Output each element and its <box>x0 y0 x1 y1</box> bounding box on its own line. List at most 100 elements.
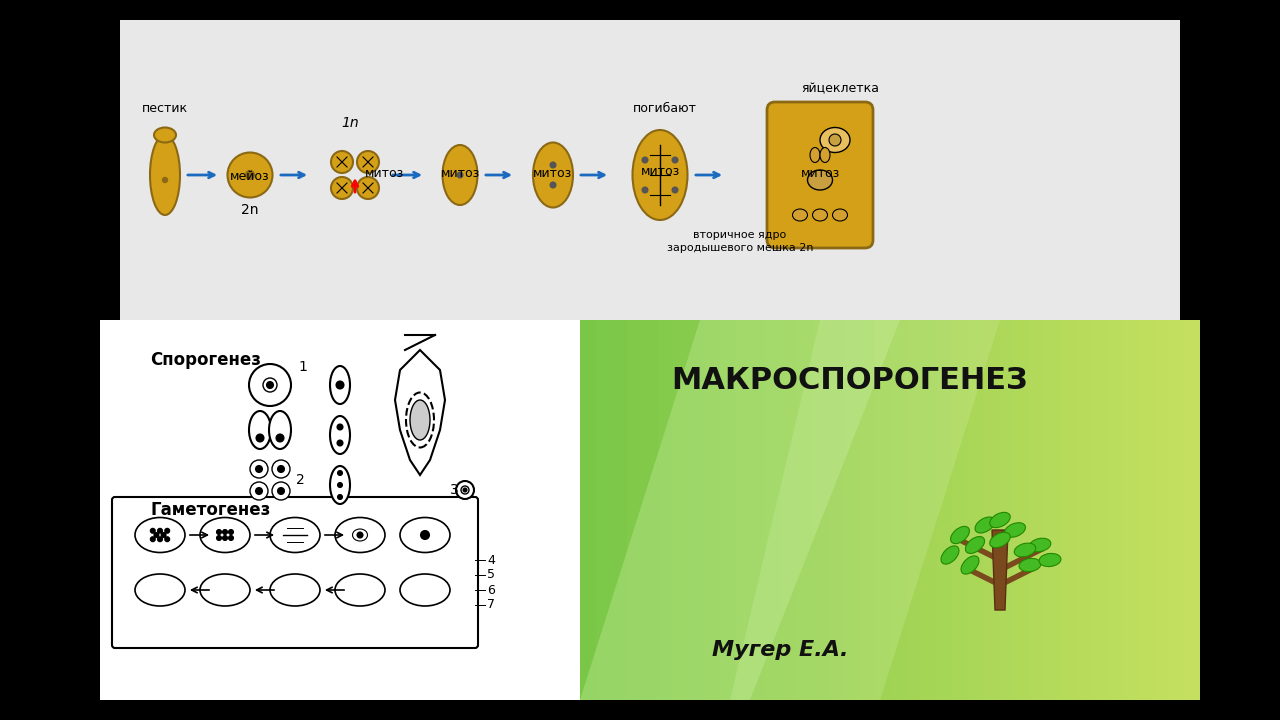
Ellipse shape <box>330 366 349 404</box>
Text: Спорогенез: Спорогенез <box>150 351 261 369</box>
Ellipse shape <box>550 163 556 168</box>
Text: 5: 5 <box>486 569 495 582</box>
Ellipse shape <box>330 466 349 504</box>
Text: 4: 4 <box>486 554 495 567</box>
FancyBboxPatch shape <box>1092 320 1107 700</box>
Ellipse shape <box>229 536 233 540</box>
Ellipse shape <box>643 158 648 163</box>
Text: вторичное ядро: вторичное ядро <box>694 230 787 240</box>
Ellipse shape <box>218 530 221 534</box>
FancyBboxPatch shape <box>595 320 611 700</box>
Ellipse shape <box>155 533 159 537</box>
Ellipse shape <box>357 177 379 199</box>
FancyBboxPatch shape <box>120 20 1180 360</box>
Ellipse shape <box>1039 554 1061 567</box>
Ellipse shape <box>808 170 832 190</box>
Ellipse shape <box>550 182 556 187</box>
Text: митоз: митоз <box>800 167 840 180</box>
FancyBboxPatch shape <box>1184 320 1201 700</box>
Ellipse shape <box>246 171 253 179</box>
Ellipse shape <box>250 411 271 449</box>
FancyBboxPatch shape <box>626 320 643 700</box>
FancyBboxPatch shape <box>905 320 922 700</box>
Ellipse shape <box>820 148 829 163</box>
FancyBboxPatch shape <box>890 320 905 700</box>
FancyBboxPatch shape <box>750 320 765 700</box>
Ellipse shape <box>532 143 573 207</box>
Ellipse shape <box>228 153 273 197</box>
FancyBboxPatch shape <box>719 320 735 700</box>
Ellipse shape <box>335 574 385 606</box>
Ellipse shape <box>270 574 320 606</box>
Ellipse shape <box>632 130 687 220</box>
FancyBboxPatch shape <box>1076 320 1092 700</box>
Ellipse shape <box>1005 523 1025 537</box>
Ellipse shape <box>965 536 984 554</box>
Polygon shape <box>396 350 445 475</box>
Text: митоз: митоз <box>534 167 572 180</box>
Ellipse shape <box>1019 559 1041 572</box>
FancyBboxPatch shape <box>1138 320 1153 700</box>
Ellipse shape <box>157 528 163 533</box>
Text: мейоз: мейоз <box>230 170 270 183</box>
Ellipse shape <box>421 531 429 539</box>
Ellipse shape <box>161 533 165 537</box>
FancyBboxPatch shape <box>580 320 1201 700</box>
Text: митоз: митоз <box>365 166 404 179</box>
Ellipse shape <box>672 187 677 192</box>
FancyBboxPatch shape <box>1014 320 1029 700</box>
FancyBboxPatch shape <box>952 320 968 700</box>
Ellipse shape <box>832 209 847 221</box>
Ellipse shape <box>975 517 995 533</box>
Ellipse shape <box>410 400 430 440</box>
Polygon shape <box>580 320 900 700</box>
FancyBboxPatch shape <box>735 320 750 700</box>
FancyBboxPatch shape <box>689 320 704 700</box>
Ellipse shape <box>269 411 291 449</box>
FancyBboxPatch shape <box>782 320 797 700</box>
Text: 7: 7 <box>486 598 495 611</box>
Text: погибают: погибают <box>634 102 698 115</box>
FancyBboxPatch shape <box>1061 320 1076 700</box>
Ellipse shape <box>250 482 268 500</box>
FancyBboxPatch shape <box>1044 320 1061 700</box>
Ellipse shape <box>151 537 155 541</box>
Ellipse shape <box>229 530 233 534</box>
Polygon shape <box>730 320 1000 700</box>
Ellipse shape <box>151 528 155 533</box>
Ellipse shape <box>961 556 979 574</box>
Ellipse shape <box>276 434 283 441</box>
Ellipse shape <box>250 460 268 478</box>
Ellipse shape <box>810 148 820 163</box>
FancyBboxPatch shape <box>1169 320 1184 700</box>
Ellipse shape <box>332 151 353 173</box>
Text: 6: 6 <box>486 583 495 596</box>
Ellipse shape <box>672 158 677 163</box>
FancyBboxPatch shape <box>859 320 874 700</box>
Ellipse shape <box>829 134 841 146</box>
FancyBboxPatch shape <box>580 320 595 700</box>
Ellipse shape <box>399 518 451 552</box>
FancyBboxPatch shape <box>968 320 983 700</box>
FancyBboxPatch shape <box>673 320 689 700</box>
Ellipse shape <box>134 574 186 606</box>
Text: пестик: пестик <box>142 102 188 115</box>
Ellipse shape <box>278 488 284 494</box>
Ellipse shape <box>262 378 276 392</box>
FancyBboxPatch shape <box>998 320 1014 700</box>
Ellipse shape <box>1029 539 1051 552</box>
Ellipse shape <box>270 518 320 552</box>
Text: 1n: 1n <box>342 116 358 130</box>
FancyBboxPatch shape <box>704 320 719 700</box>
Ellipse shape <box>338 483 342 487</box>
FancyBboxPatch shape <box>983 320 998 700</box>
Ellipse shape <box>338 441 343 446</box>
Ellipse shape <box>250 364 291 406</box>
Ellipse shape <box>200 518 250 552</box>
Ellipse shape <box>951 526 969 544</box>
Ellipse shape <box>223 536 227 540</box>
Text: Мугер Е.А.: Мугер Е.А. <box>712 640 849 660</box>
Ellipse shape <box>820 127 850 153</box>
Ellipse shape <box>154 127 177 143</box>
Ellipse shape <box>335 518 385 552</box>
